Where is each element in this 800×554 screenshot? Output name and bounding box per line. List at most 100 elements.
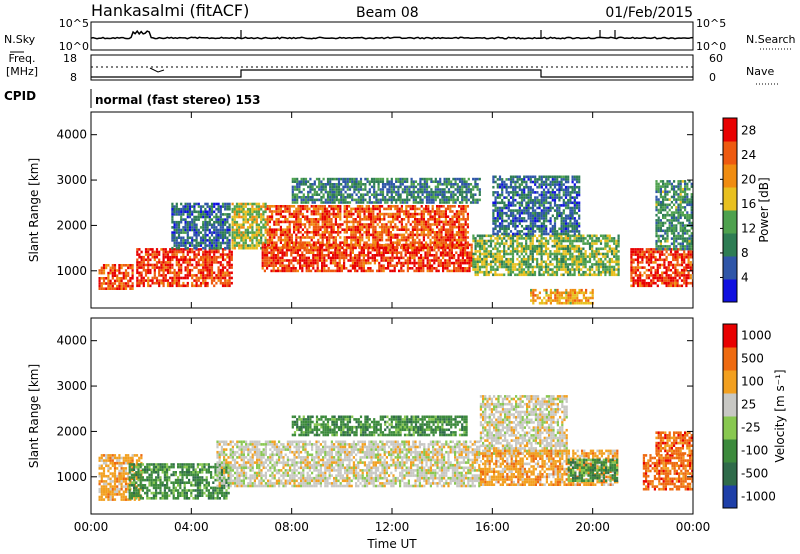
heatmap-cell — [352, 233, 355, 237]
heatmap-cell — [498, 178, 502, 181]
heatmap-cell — [483, 273, 486, 277]
heatmap-cell — [410, 180, 413, 183]
heatmap-cell — [429, 218, 432, 221]
heatmap-cell — [171, 263, 174, 267]
heatmap-cell — [470, 264, 473, 267]
heatmap-cell — [380, 254, 383, 257]
heatmap-cell — [279, 251, 282, 254]
heatmap-cell — [295, 236, 298, 239]
heatmap-cell — [349, 243, 352, 247]
heatmap-cell — [321, 210, 324, 213]
heatmap-cell — [527, 237, 530, 240]
heatmap-cell — [501, 183, 504, 186]
heatmap-cell — [520, 257, 523, 261]
heatmap-cell — [461, 196, 464, 199]
heatmap-cell — [136, 268, 139, 272]
heatmap-cell — [326, 244, 329, 247]
heatmap-cell — [413, 243, 416, 247]
heatmap-cell — [240, 202, 243, 206]
heatmap-cell — [266, 246, 269, 250]
heatmap-cell — [175, 261, 178, 264]
heatmap-cell — [393, 267, 396, 270]
heatmap-cell — [498, 224, 502, 228]
heatmap-cell — [540, 252, 543, 256]
heatmap-cell — [455, 267, 458, 270]
heatmap-cell — [336, 248, 339, 252]
heatmap-cell — [367, 218, 370, 221]
heatmap-cell — [442, 269, 445, 273]
heatmap-cell — [525, 247, 528, 251]
heatmap-cell — [311, 201, 314, 204]
heatmap-cell — [364, 185, 367, 189]
heatmap-cell — [452, 190, 455, 194]
heatmap-cell — [345, 225, 348, 229]
heatmap-cell — [401, 198, 404, 202]
heatmap-cell — [459, 248, 462, 252]
heatmap-cell — [206, 228, 209, 232]
heatmap-cell — [566, 239, 570, 243]
heatmap-cell — [422, 233, 425, 237]
heatmap-cell — [454, 180, 457, 183]
heatmap-cell — [305, 264, 308, 267]
heatmap-cell — [273, 223, 276, 226]
heatmap-cell — [410, 193, 413, 196]
heatmap-cell — [444, 261, 447, 265]
heatmap-cell — [433, 233, 436, 237]
heatmap-cell — [462, 212, 465, 216]
heatmap-cell — [435, 254, 438, 257]
heatmap-cell — [460, 241, 463, 244]
heatmap-cell — [453, 236, 456, 239]
heatmap-cell — [186, 231, 189, 234]
heatmap-cell — [333, 201, 336, 204]
heatmap-cell — [403, 212, 406, 216]
heatmap-cell — [369, 267, 372, 270]
heatmap-cell — [349, 256, 352, 260]
heatmap-cell — [597, 250, 600, 253]
heatmap-cell — [304, 180, 308, 183]
heatmap-cell — [501, 180, 504, 184]
heatmap-cell — [400, 256, 403, 260]
heatmap-cell — [307, 248, 310, 252]
heatmap-cell — [439, 261, 442, 265]
heatmap-cell — [381, 212, 384, 216]
heatmap-cell — [195, 279, 198, 282]
heatmap-cell — [147, 250, 150, 254]
heatmap-cell — [195, 266, 198, 269]
heatmap-cell — [171, 215, 174, 219]
heatmap-cell — [575, 265, 578, 269]
heatmap-cell — [398, 220, 401, 224]
heatmap-cell — [328, 236, 331, 239]
heatmap-cell — [325, 264, 328, 267]
heatmap-cell — [326, 236, 329, 239]
heatmap-cell — [384, 248, 387, 252]
heatmap-cell — [442, 248, 445, 252]
heatmap-cell — [330, 223, 333, 226]
heatmap-cell — [374, 220, 377, 224]
heatmap-cell — [160, 263, 163, 267]
heatmap-cell — [429, 233, 432, 237]
heatmap-cell — [531, 209, 535, 212]
heatmap-cell — [452, 177, 455, 181]
heatmap-cell — [507, 224, 510, 228]
heatmap-cell — [182, 281, 185, 285]
heatmap-cell — [520, 196, 524, 199]
heatmap-cell — [512, 214, 515, 218]
heatmap-cell — [577, 260, 581, 264]
heatmap-cell — [457, 261, 460, 265]
heatmap-cell — [304, 201, 308, 204]
heatmap-cell — [442, 210, 445, 213]
heatmap-cell — [422, 218, 425, 221]
heatmap-cell — [330, 228, 333, 231]
heatmap-cell — [169, 250, 172, 254]
heatmap-cell — [503, 252, 506, 256]
heatmap-cell — [478, 265, 482, 269]
heatmap-cell — [319, 218, 322, 221]
heatmap-cell — [615, 247, 618, 251]
heatmap-cell — [202, 271, 205, 275]
heatmap-cell — [295, 223, 298, 226]
heatmap-cell — [472, 234, 475, 238]
heatmap-cell — [359, 238, 362, 242]
heatmap-cell — [536, 198, 539, 202]
heatmap-cell — [197, 228, 200, 232]
heatmap-cell — [525, 263, 528, 266]
